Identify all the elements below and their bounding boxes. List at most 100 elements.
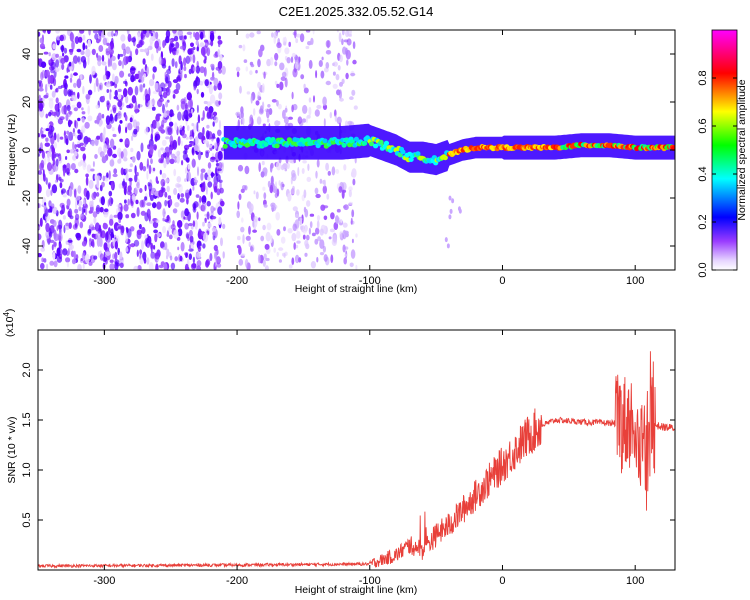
spectrogram-noise-cell [161,63,167,69]
spectrogram-noise-cell [108,227,111,235]
spectrogram-noise-cell [117,100,123,108]
spectrogram-noise-cell [213,53,219,58]
spectrogram-noise-cell [210,63,215,68]
spectrogram-noise-cell [306,200,311,207]
spectrogram-noise-cell [162,217,165,222]
spectrogram-noise-cell [274,61,278,67]
spectrogram-noise-cell [107,31,113,37]
spectrogram-noise-cell [168,121,174,127]
spectrogram-noise-cell [196,88,199,95]
spectrogram-noise-cell [80,50,85,55]
spectrogram-noise-cell [296,240,301,244]
spectrogram-noise-cell [314,238,319,245]
spectrogram-noise-cell [160,147,164,151]
spectrogram-noise-cell [284,47,290,55]
spectrogram-noise-cell [336,208,341,213]
spectrogram-noise-cell [51,184,58,194]
spectrogram-noise-cell [350,249,356,259]
spectrogram-noise-cell [50,189,53,196]
spectrogram-noise-cell [108,44,111,51]
spectrogram-ridge-cell [672,145,675,150]
spectrogram-noise-cell [189,34,192,39]
spectrogram-noise-cell [82,42,86,51]
spectrogram-noise-cell [102,74,107,81]
spectrogram-noise-cell [275,181,277,190]
spectrogram-noise-cell [263,204,268,208]
spectrogram-noise-cell [109,138,115,149]
spectrogram-noise-cell [256,116,262,125]
spectrogram-noise-cell [177,228,183,237]
spectrogram-y-axis-label: Frequency (Hz) [6,114,18,186]
spectrogram-noise-cell [213,185,218,193]
spectrogram-noise-cell [77,129,81,134]
spectrogram-noise-cell [261,160,265,166]
spectrogram-noise-cell [156,180,159,184]
spectrogram-noise-cell [125,233,128,243]
spectrogram-noise-cell [113,96,118,100]
spectrogram-noise-cell [165,136,170,140]
spectrogram-noise-cell [108,170,111,180]
spectrogram-noise-cell [90,255,93,260]
spectrogram-noise-cell [132,193,136,203]
spectrogram-noise-cell [148,138,154,148]
spectrogram-noise-cell [336,89,341,96]
spectrogram-noise-cell [112,107,117,114]
spectrogram-noise-cell [117,125,121,132]
spectrogram-noise-cell [138,83,144,93]
spectrogram-noise-cell [323,215,328,221]
spectrogram-noise-cell [203,232,209,243]
spectrogram-noise-cell [267,180,271,188]
spectrogram-noise-cell [348,201,353,205]
spectrogram-noise-cell [66,261,69,268]
spectrogram-noise-cell [94,154,98,159]
spectrogram-noise-cell [349,96,354,100]
spectrogram-noise-cell [330,254,334,263]
spectrogram-noise-cell [102,223,108,230]
spectrogram-noise-cell [258,217,261,222]
spectrogram-noise-cell [302,228,307,234]
spectrogram-noise-cell [95,77,99,87]
spectrogram-noise-cell [113,222,120,232]
spectrogram-noise-cell [128,177,133,182]
spectrogram-noise-cell [87,89,93,96]
spectrogram-noise-cell [341,38,344,46]
spectrogram-noise-cell [109,259,114,263]
spectrogram-noise-cell [152,167,156,172]
spectrogram-noise-cell [88,261,93,266]
spectrogram-noise-cell [49,203,55,207]
spectrogram-noise-cell [344,230,349,235]
spectrogram-noise-cell [125,46,131,54]
spectrogram-noise-cell [282,37,285,44]
spectrogram-noise-cell [69,215,74,220]
spectrogram-noise-cell [72,55,79,64]
snr-x-ticks: -300 -200 -100 0 100 [93,330,644,587]
spectrogram-noise-cell [116,204,122,208]
spectrogram-noise-cell [142,166,147,172]
spectrogram-noise-cell [264,265,269,270]
spectrogram-noise-cell [209,32,215,42]
spectrogram-noise-cell [54,103,59,112]
spectrogram-noise-cell [53,233,59,242]
colorbar-tick-label: 0.4 [697,166,709,181]
spectrogram-noise-cell [172,79,179,84]
spectrogram-noise-cell [161,139,167,147]
spectrogram-noise-cell [42,97,45,102]
spectrogram-noise-cell [315,70,318,79]
spectrogram-noise-cell [219,187,224,194]
spectrogram-noise-cell [296,33,301,38]
spectrogram-noise-cell [95,192,100,197]
spectrogram-noise-cell [153,229,159,234]
spectrogram-noise-cell [170,262,176,270]
spectrogram-noise-cell [114,114,118,122]
spectrogram-noise-cell [64,82,68,90]
spectrogram-noise-cell [177,111,182,121]
spectrogram-noise-cell [78,206,82,212]
spectrogram-noise-cell [286,57,291,64]
spectrogram-noise-cell [152,66,157,73]
spectrogram-noise-cell [142,93,146,101]
spectrogram-noise-cell [123,156,128,162]
y-tick-label: 40 [21,48,33,60]
spectrogram-noise-cell [102,135,106,144]
spectrogram-noise-cell [160,241,165,249]
spectrogram-noise-cell [173,187,178,196]
